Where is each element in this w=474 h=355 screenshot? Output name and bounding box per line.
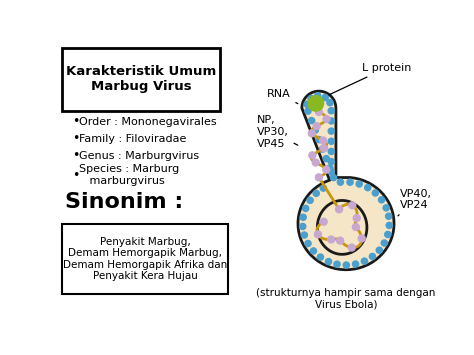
Polygon shape xyxy=(318,201,367,254)
Circle shape xyxy=(352,224,359,230)
Circle shape xyxy=(337,237,344,244)
Text: •: • xyxy=(72,149,79,162)
Circle shape xyxy=(353,261,359,267)
Circle shape xyxy=(315,108,322,115)
Circle shape xyxy=(308,96,324,111)
Circle shape xyxy=(356,181,362,187)
Circle shape xyxy=(349,202,356,209)
Circle shape xyxy=(313,190,319,196)
FancyBboxPatch shape xyxy=(63,224,228,294)
Circle shape xyxy=(328,128,334,134)
Circle shape xyxy=(305,240,311,247)
Circle shape xyxy=(343,262,349,268)
Circle shape xyxy=(301,232,308,238)
Circle shape xyxy=(334,261,340,267)
Circle shape xyxy=(330,175,337,181)
Text: Genus : Marburgvirus: Genus : Marburgvirus xyxy=(80,151,200,161)
Text: (strukturnya hampir sama dengan
Virus Ebola): (strukturnya hampir sama dengan Virus Eb… xyxy=(256,288,436,310)
Circle shape xyxy=(347,179,353,185)
Text: Karakteristik Umum
Marbug Virus: Karakteristik Umum Marbug Virus xyxy=(66,65,217,93)
Circle shape xyxy=(365,185,371,191)
Circle shape xyxy=(386,222,392,229)
Circle shape xyxy=(310,248,317,254)
Text: L protein: L protein xyxy=(323,63,411,98)
Circle shape xyxy=(328,118,334,124)
Text: NP,
VP30,
VP45: NP, VP30, VP45 xyxy=(257,115,298,148)
Circle shape xyxy=(312,127,319,133)
Circle shape xyxy=(319,137,327,144)
Circle shape xyxy=(302,205,309,212)
Circle shape xyxy=(309,118,315,124)
Circle shape xyxy=(320,145,328,152)
Circle shape xyxy=(361,258,367,264)
Circle shape xyxy=(312,159,319,166)
Text: •: • xyxy=(72,169,79,181)
Circle shape xyxy=(323,166,330,173)
Circle shape xyxy=(327,100,333,106)
Circle shape xyxy=(305,108,311,114)
Text: Species : Marburg
   marburgvirus: Species : Marburg marburgvirus xyxy=(80,164,180,186)
Circle shape xyxy=(316,137,322,143)
Circle shape xyxy=(328,108,334,114)
Circle shape xyxy=(381,240,387,246)
Circle shape xyxy=(369,253,375,260)
Circle shape xyxy=(328,169,334,175)
Circle shape xyxy=(315,174,322,181)
Circle shape xyxy=(308,95,314,102)
Circle shape xyxy=(319,146,326,152)
Circle shape xyxy=(328,138,334,144)
Circle shape xyxy=(300,223,306,230)
Circle shape xyxy=(372,190,378,196)
Polygon shape xyxy=(298,91,394,270)
Circle shape xyxy=(328,148,334,154)
Circle shape xyxy=(327,165,333,171)
Circle shape xyxy=(320,218,327,225)
FancyBboxPatch shape xyxy=(63,48,220,111)
Circle shape xyxy=(313,123,320,130)
Text: Sinonim :: Sinonim : xyxy=(65,192,184,212)
Text: •: • xyxy=(72,115,79,129)
Circle shape xyxy=(337,179,344,185)
Circle shape xyxy=(309,130,315,137)
Circle shape xyxy=(317,254,323,260)
Circle shape xyxy=(323,155,329,162)
Circle shape xyxy=(378,197,385,203)
Circle shape xyxy=(358,235,365,242)
Circle shape xyxy=(314,231,321,238)
Circle shape xyxy=(385,231,391,237)
Circle shape xyxy=(385,213,392,219)
Circle shape xyxy=(300,214,306,220)
Circle shape xyxy=(348,244,355,251)
Circle shape xyxy=(320,185,327,191)
Circle shape xyxy=(353,215,360,222)
Circle shape xyxy=(376,247,383,253)
Circle shape xyxy=(328,236,335,243)
Circle shape xyxy=(336,206,343,213)
Circle shape xyxy=(315,93,321,99)
Text: •: • xyxy=(72,132,79,145)
Circle shape xyxy=(383,205,389,211)
Text: RNA: RNA xyxy=(267,88,298,104)
Circle shape xyxy=(309,152,316,159)
Circle shape xyxy=(307,197,313,203)
Circle shape xyxy=(323,116,330,122)
Circle shape xyxy=(322,94,328,100)
Text: Order : Mononegavirales: Order : Mononegavirales xyxy=(80,117,217,127)
Text: VP40,
VP24: VP40, VP24 xyxy=(398,189,432,216)
Circle shape xyxy=(326,258,332,265)
Text: Family : Filoviradae: Family : Filoviradae xyxy=(80,134,187,144)
Circle shape xyxy=(304,101,310,107)
Circle shape xyxy=(328,159,334,165)
Text: Penyakit Marbug,
Demam Hemorgapik Marbug,
Demam Hemorgapik Afrika dan
Penyakit K: Penyakit Marbug, Demam Hemorgapik Marbug… xyxy=(63,236,228,282)
